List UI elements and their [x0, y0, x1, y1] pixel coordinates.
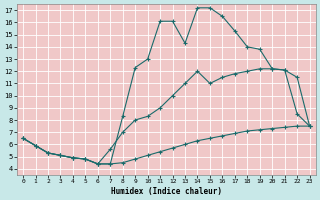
X-axis label: Humidex (Indice chaleur): Humidex (Indice chaleur) [111, 187, 222, 196]
